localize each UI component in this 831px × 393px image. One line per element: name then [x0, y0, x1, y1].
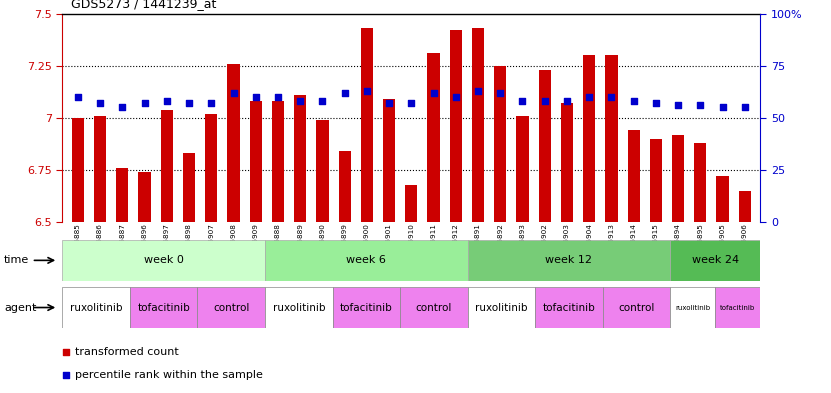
Text: control: control — [213, 303, 249, 312]
Point — [160, 98, 174, 105]
Text: tofacitinib: tofacitinib — [340, 303, 393, 312]
Point — [71, 94, 85, 100]
Point — [516, 98, 529, 105]
Point — [293, 98, 307, 105]
Text: ruxolitinib: ruxolitinib — [475, 303, 528, 312]
Text: week 6: week 6 — [347, 255, 386, 265]
Bar — [294, 95, 307, 222]
Bar — [671, 287, 715, 328]
Point — [494, 90, 507, 96]
Point — [249, 94, 263, 100]
Text: GDS5273 / 1441239_at: GDS5273 / 1441239_at — [71, 0, 216, 10]
Point — [204, 100, 218, 107]
Bar — [198, 287, 265, 328]
Point — [738, 105, 751, 111]
Bar — [183, 153, 195, 222]
Bar — [383, 99, 396, 222]
Text: ruxolitinib: ruxolitinib — [70, 303, 122, 312]
Bar — [535, 287, 602, 328]
Point — [59, 349, 72, 355]
Bar — [116, 168, 129, 222]
Bar — [468, 240, 671, 281]
Text: control: control — [416, 303, 452, 312]
Bar — [715, 287, 760, 328]
Text: week 24: week 24 — [691, 255, 739, 265]
Bar — [427, 53, 440, 222]
Bar — [400, 287, 468, 328]
Point — [338, 90, 352, 96]
Point — [450, 94, 463, 100]
Text: week 0: week 0 — [144, 255, 184, 265]
Bar — [602, 287, 671, 328]
Bar — [472, 28, 484, 222]
Text: control: control — [618, 303, 655, 312]
Bar — [627, 130, 640, 222]
Text: ruxolitinib: ruxolitinib — [676, 305, 711, 310]
Bar — [450, 30, 462, 222]
Text: week 12: week 12 — [545, 255, 593, 265]
Text: agent: agent — [4, 303, 37, 312]
Bar — [205, 114, 218, 222]
Bar — [538, 70, 551, 222]
Point — [138, 100, 151, 107]
Bar — [94, 116, 106, 222]
Text: tofacitinib: tofacitinib — [720, 305, 755, 310]
Point — [471, 88, 484, 94]
Point — [583, 94, 596, 100]
Point — [405, 100, 418, 107]
Point — [560, 98, 573, 105]
Bar — [671, 240, 760, 281]
Point — [605, 94, 618, 100]
Bar — [605, 55, 617, 222]
Bar — [130, 287, 198, 328]
Bar — [249, 101, 262, 222]
Bar — [62, 287, 130, 328]
Bar — [694, 143, 706, 222]
Text: ruxolitinib: ruxolitinib — [273, 303, 325, 312]
Bar — [272, 101, 284, 222]
Point — [671, 102, 685, 108]
Bar — [516, 116, 529, 222]
Point — [93, 100, 106, 107]
Bar — [494, 66, 506, 222]
Bar — [228, 64, 239, 222]
Bar — [62, 240, 265, 281]
Point — [182, 100, 195, 107]
Bar — [338, 151, 351, 222]
Bar — [468, 287, 535, 328]
Bar — [650, 139, 662, 222]
Bar — [406, 185, 417, 222]
Point — [316, 98, 329, 105]
Point — [694, 102, 707, 108]
Bar — [160, 110, 173, 222]
Bar — [265, 240, 468, 281]
Text: tofacitinib: tofacitinib — [543, 303, 595, 312]
Bar — [739, 191, 751, 222]
Bar — [332, 287, 400, 328]
Text: percentile rank within the sample: percentile rank within the sample — [75, 370, 263, 380]
Bar — [361, 28, 373, 222]
Point — [627, 98, 641, 105]
Point — [427, 90, 440, 96]
Bar — [265, 287, 332, 328]
Point — [649, 100, 662, 107]
Point — [227, 90, 240, 96]
Bar — [561, 103, 573, 222]
Bar — [716, 176, 729, 222]
Point — [538, 98, 552, 105]
Point — [271, 94, 284, 100]
Bar — [139, 172, 150, 222]
Text: time: time — [4, 255, 29, 265]
Text: transformed count: transformed count — [75, 347, 179, 357]
Point — [382, 100, 396, 107]
Text: tofacitinib: tofacitinib — [137, 303, 190, 312]
Point — [716, 105, 730, 111]
Bar — [317, 120, 328, 222]
Point — [59, 372, 72, 378]
Point — [360, 88, 373, 94]
Point — [116, 105, 129, 111]
Bar — [71, 118, 84, 222]
Bar — [583, 55, 595, 222]
Bar — [672, 134, 684, 222]
